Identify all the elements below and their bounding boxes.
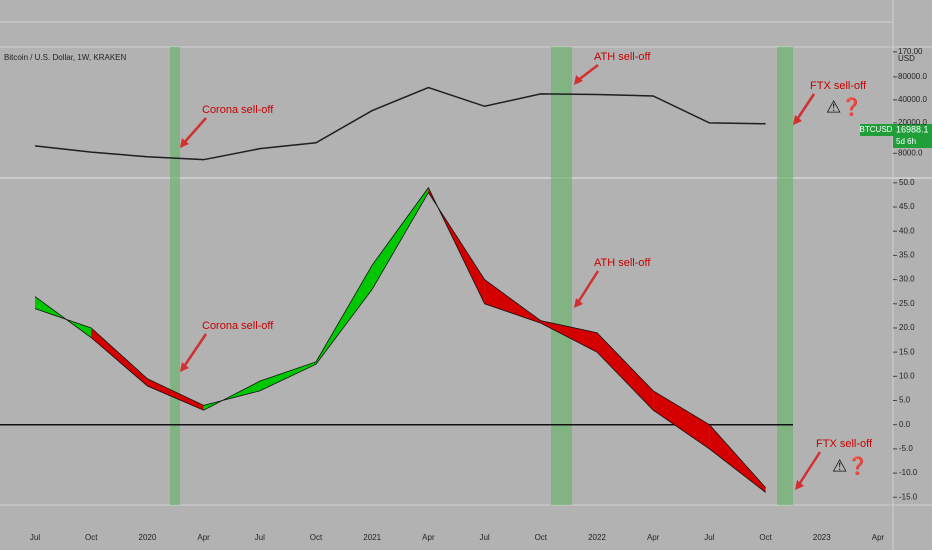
- ribbon-edge: [34, 191, 766, 488]
- annotation: Corona sell-off: [202, 320, 274, 332]
- annotation-arrowhead: [180, 138, 189, 148]
- y-tick-label: 0.0: [899, 420, 911, 429]
- annotation: FTX sell-off: [810, 80, 867, 92]
- price-tag-value: 16988.1: [896, 124, 929, 134]
- y-tick-label: 20000.0: [898, 118, 927, 127]
- annotation: ATH sell-off: [594, 51, 651, 63]
- x-tick-label: 2020: [139, 533, 157, 542]
- x-tick-label: Oct: [535, 533, 548, 542]
- x-tick-label: Jul: [255, 533, 265, 542]
- price-line: [34, 86, 766, 161]
- ribbon-fill: [597, 332, 654, 411]
- ribbon-fill: [372, 187, 429, 290]
- x-tick-label: Jul: [30, 533, 40, 542]
- y-tick-label: 80000.0: [898, 72, 927, 81]
- chart-title: Bitcoin / U.S. Dollar, 1W, KRAKEN: [4, 53, 126, 62]
- y-tick-label: -10.0: [899, 468, 918, 477]
- x-tick-label: Jul: [704, 533, 714, 542]
- ribbon-fill: [147, 378, 204, 411]
- x-tick-label: Apr: [197, 533, 210, 542]
- warning-icons: ⚠❓: [826, 96, 862, 116]
- price-tag: [893, 124, 932, 148]
- ribbon-fill: [259, 361, 316, 391]
- ribbon-fill: [540, 320, 597, 353]
- x-tick-label: 2023: [813, 533, 831, 542]
- highlight-band: [777, 47, 793, 505]
- y-tick-label: 40000.0: [898, 95, 927, 104]
- annotation-arrow: [181, 333, 208, 369]
- x-tick-label: Apr: [647, 533, 660, 542]
- annotation: ATH sell-off: [594, 257, 651, 269]
- y-tick-label: -15.0: [899, 492, 918, 501]
- x-tick-label: Oct: [759, 533, 772, 542]
- x-tick-label: Apr: [422, 533, 435, 542]
- annotation-arrow: [575, 270, 600, 305]
- ribbon-fill: [653, 390, 710, 449]
- y-tick-label: 5.0: [899, 396, 911, 405]
- highlight-band: [170, 47, 180, 505]
- ribbon-fill: [91, 327, 148, 387]
- y-tick-label: 35.0: [899, 251, 915, 260]
- annotation-arrowhead: [795, 480, 804, 490]
- y-tick-label: 50.0: [899, 178, 915, 187]
- annotation: Corona sell-off: [202, 104, 274, 116]
- y-tick-label: -5.0: [899, 444, 913, 453]
- ribbon-fill: [709, 424, 766, 493]
- y-tick-label: 30.0: [899, 275, 915, 284]
- annotation-arrow: [576, 64, 599, 82]
- annotation-arrowhead: [574, 75, 583, 85]
- price-tag-countdown: 5d 6h: [896, 137, 916, 146]
- annotation-arrow: [796, 451, 822, 487]
- y-tick-label: 25.0: [899, 299, 915, 308]
- highlight-band: [551, 47, 572, 505]
- ribbon-fill: [484, 279, 541, 324]
- y-tick-label: 15.0: [899, 347, 915, 356]
- x-tick-label: 2021: [363, 533, 381, 542]
- y-tick-label: 8000.0: [898, 148, 923, 157]
- y-tick-label: 10.0: [899, 371, 915, 380]
- symbol-tag-label: BTCUSD: [860, 125, 893, 134]
- annotation: FTX sell-off: [816, 438, 873, 450]
- symbol-tag: [860, 124, 893, 136]
- annotation-arrow: [182, 117, 207, 145]
- x-tick-label: Jul: [479, 533, 489, 542]
- x-tick-label: Oct: [310, 533, 323, 542]
- x-tick-label: 2022: [588, 533, 606, 542]
- annotation-arrowhead: [180, 362, 189, 372]
- y-tick-label: 45.0: [899, 202, 915, 211]
- x-tick-label: Oct: [85, 533, 98, 542]
- warning-icons: ⚠❓: [832, 455, 868, 475]
- y-tick-label: 20.0: [899, 323, 915, 332]
- annotation-arrowhead: [793, 115, 802, 125]
- y-tick-label: 170.00: [898, 47, 923, 56]
- y-tick-label: 40.0: [899, 226, 915, 235]
- x-tick-label: Apr: [872, 533, 885, 542]
- annotation-arrowhead: [574, 298, 583, 308]
- ribbon-edge: [34, 186, 766, 493]
- annotation-arrow: [794, 93, 816, 122]
- axis-unit: USD: [898, 54, 915, 63]
